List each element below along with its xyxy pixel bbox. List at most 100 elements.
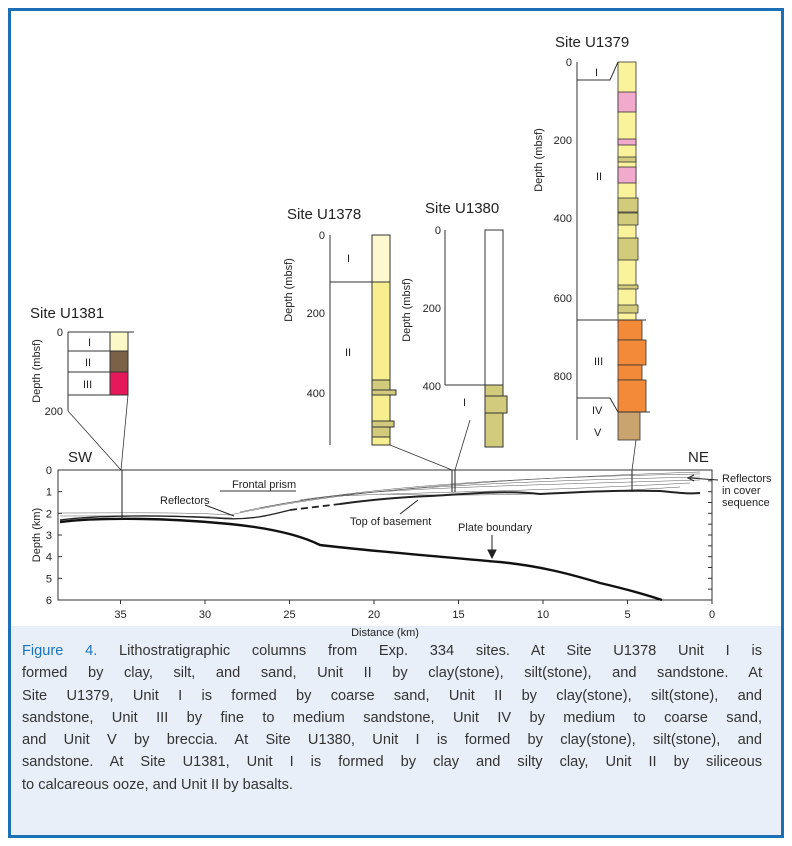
unit-label: I — [88, 337, 91, 349]
annotation: sequence — [722, 497, 770, 509]
tick-label: 30 — [199, 609, 211, 621]
bed — [371, 426, 391, 438]
tick-label: 200 — [307, 308, 325, 320]
unit-label: I — [595, 67, 598, 79]
annotation: Top of basement — [350, 516, 431, 528]
bed — [617, 304, 639, 314]
tick-label: 2 — [46, 508, 52, 520]
seafloor — [59, 509, 291, 521]
tick-label: 15 — [452, 609, 464, 621]
site-label: Site U1381 — [30, 305, 104, 322]
tick-label: 0 — [435, 225, 441, 237]
tick-label: 400 — [423, 381, 441, 393]
bed — [371, 389, 397, 396]
bed — [617, 138, 637, 146]
caption-text: sandstone. At Site U1381, Unit I is form… — [22, 754, 762, 771]
direction-label: NE — [688, 449, 709, 466]
unit-layer — [617, 319, 643, 341]
caption-line: Site U1379, Unit I is formed by coarse s… — [22, 685, 762, 707]
bed — [617, 339, 647, 366]
tick-label: 25 — [283, 609, 295, 621]
axis-label: Distance (km) — [351, 627, 419, 639]
unit-boundary — [577, 61, 650, 413]
unit-layer — [109, 350, 129, 373]
tick-label: 400 — [554, 213, 572, 225]
tick-label: 4 — [46, 552, 52, 564]
arrow — [399, 499, 419, 515]
annotation: Frontal prism — [232, 479, 296, 491]
caption-text: and Unit V by breccia. At Site U1380, Un… — [22, 732, 762, 749]
bed — [371, 420, 395, 428]
caption: Figure 4. Lithostratigraphic columns fro… — [22, 640, 762, 796]
site-label: Site U1378 — [287, 206, 361, 223]
caption-label: Figure 4. — [22, 643, 98, 659]
tick-label: 400 — [307, 388, 325, 400]
tick-label: 10 — [537, 609, 549, 621]
bed — [617, 379, 647, 413]
tick-label: 200 — [423, 303, 441, 315]
unit-label: I — [347, 253, 350, 265]
unit-boundary — [68, 331, 134, 396]
unit-label: II — [596, 171, 602, 183]
unit-label: III — [83, 379, 92, 391]
annotation: Plate boundary — [458, 522, 532, 534]
tick-label: 6 — [46, 595, 52, 607]
unit-label: III — [594, 356, 603, 368]
caption-background — [9, 626, 783, 836]
unit-label: V — [594, 427, 602, 439]
caption-line: and Unit V by breccia. At Site U1380, Un… — [22, 729, 762, 751]
caption-line: sandstone. At Site U1381, Unit I is form… — [22, 751, 762, 773]
tick-label: 0 — [709, 609, 715, 621]
tick-label: 35 — [114, 609, 126, 621]
annotation: in cover — [722, 485, 761, 497]
tick-label: 5 — [46, 573, 52, 585]
site-label: Site U1380 — [425, 200, 499, 217]
tick-label: 0 — [566, 57, 572, 69]
caption-text: to calcareous ooze, and Unit II by basal… — [22, 776, 293, 793]
bed — [617, 197, 639, 213]
tick-label: 200 — [554, 135, 572, 147]
unit-layer — [484, 384, 504, 448]
direction-label: SW — [68, 449, 93, 466]
unit-label: IV — [592, 405, 603, 417]
bed — [617, 91, 637, 113]
bed — [371, 379, 391, 391]
bed — [617, 284, 639, 290]
unit-layer — [109, 371, 129, 396]
tick-label: 3 — [46, 530, 52, 542]
site-label: Site U1379 — [555, 34, 629, 51]
annotation: Reflectors — [722, 473, 772, 485]
unit-layer — [109, 331, 129, 352]
x-ticks: 35 30 25 20 15 10 5 0 — [114, 600, 715, 621]
annotation: Reflectors — [160, 495, 210, 507]
tick-label: 200 — [45, 406, 63, 418]
bed — [617, 212, 639, 226]
axis-label: Depth (mbsf) — [31, 339, 43, 403]
bed — [617, 166, 637, 184]
tick-label: 0 — [57, 327, 63, 339]
plate-boundary — [59, 517, 663, 602]
caption-text: Site U1379, Unit I is formed by coarse s… — [22, 687, 762, 704]
tick-label: 1 — [46, 487, 52, 499]
basement-dashed — [289, 503, 341, 511]
unit-label: II — [85, 357, 91, 369]
unit-label: II — [345, 347, 351, 359]
arrow — [487, 535, 497, 560]
tick-label: 600 — [554, 293, 572, 305]
arrow — [204, 504, 235, 517]
axis-label: Depth (mbsf) — [283, 258, 295, 322]
tick-label: 20 — [368, 609, 380, 621]
unit-layer — [371, 234, 391, 283]
caption-text: Lithostratigraphic columns from Exp. 334… — [119, 643, 763, 659]
axis-label: Depth (mbsf) — [533, 128, 545, 192]
caption-line: Figure 4. Lithostratigraphic columns fro… — [22, 640, 762, 662]
caption-line: to calcareous ooze, and Unit II by basal… — [22, 774, 762, 796]
bed — [484, 395, 508, 414]
unit-layer — [617, 411, 641, 441]
tick-label: 5 — [624, 609, 630, 621]
top-of-basement — [339, 489, 701, 505]
connector — [67, 394, 637, 471]
y-ticks: 0 1 2 3 4 5 6 — [46, 465, 712, 607]
